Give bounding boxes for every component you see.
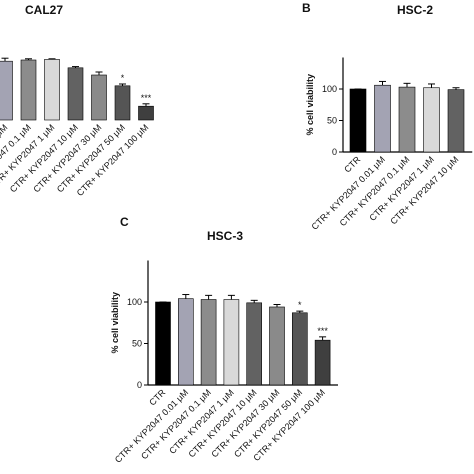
bar bbox=[114, 85, 131, 121]
bar bbox=[91, 74, 107, 121]
y-tick-label: 0 bbox=[332, 147, 337, 157]
y-tick-label: 100 bbox=[322, 84, 337, 94]
bar bbox=[200, 299, 217, 386]
panel-letter: C bbox=[120, 215, 129, 229]
bar bbox=[423, 87, 440, 153]
significance-label: * bbox=[298, 300, 302, 310]
y-axis-label: % cell viability bbox=[305, 74, 315, 136]
bar bbox=[155, 301, 171, 386]
bar bbox=[291, 312, 308, 386]
y-axis-label: % cell viability bbox=[110, 292, 120, 354]
bar bbox=[349, 88, 367, 153]
y-tick-label: 50 bbox=[132, 339, 142, 349]
bar bbox=[223, 299, 240, 386]
significance-label: *** bbox=[317, 326, 328, 336]
significance-label: *** bbox=[141, 93, 152, 103]
bar bbox=[20, 59, 37, 121]
bar bbox=[374, 84, 391, 153]
bar bbox=[398, 86, 416, 153]
chart-title: HSC-3 bbox=[207, 229, 243, 243]
bar bbox=[246, 302, 262, 386]
y-tick-label: 100 bbox=[127, 297, 142, 307]
bar bbox=[67, 67, 84, 121]
significance-label: * bbox=[121, 73, 125, 83]
bar bbox=[178, 298, 194, 386]
bar bbox=[138, 105, 154, 121]
x-tick-label: CTR bbox=[342, 154, 363, 175]
bar bbox=[0, 60, 13, 121]
chart-title: CAL27 bbox=[25, 3, 63, 17]
y-tick-label: 50 bbox=[327, 116, 337, 126]
panel-letter: B bbox=[302, 1, 311, 15]
bar bbox=[269, 306, 285, 386]
bar bbox=[314, 339, 331, 386]
bar bbox=[447, 89, 465, 153]
y-tick-label: 0 bbox=[137, 380, 142, 390]
chart-title: HSC-2 bbox=[397, 3, 433, 17]
bar bbox=[44, 59, 60, 121]
